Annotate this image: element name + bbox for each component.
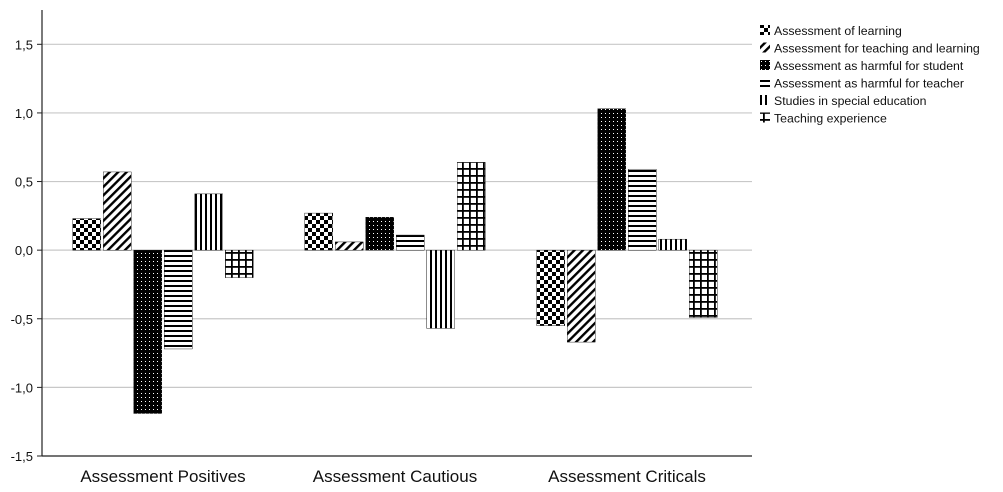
legend-label: Teaching experience bbox=[774, 112, 887, 126]
y-tick-label: -0,5 bbox=[11, 312, 33, 327]
bar-2-2 bbox=[597, 108, 626, 251]
x-category-label: Assessment Positives bbox=[80, 467, 245, 486]
bar-1-5 bbox=[457, 162, 486, 251]
y-tick-label: 0,0 bbox=[15, 243, 33, 258]
legend-label: Assessment as harmful for student bbox=[774, 59, 964, 73]
bar-0-4 bbox=[194, 193, 223, 251]
y-tick-label: 0,5 bbox=[15, 175, 33, 190]
axes bbox=[41, 10, 752, 457]
bar-1-4 bbox=[426, 249, 455, 329]
bar-1-0 bbox=[304, 212, 333, 251]
legend-label: Assessment for teaching and learning bbox=[774, 42, 980, 56]
legend-label: Studies in special education bbox=[774, 94, 927, 108]
y-tick-label: 1,0 bbox=[15, 106, 33, 121]
y-tick-label: -1,0 bbox=[11, 380, 33, 395]
legend-label: Assessment of learning bbox=[774, 24, 902, 38]
bar-0-3 bbox=[164, 249, 193, 350]
legend-swatch bbox=[760, 112, 770, 123]
legend: Assessment of learning Assessment for tea… bbox=[760, 24, 980, 126]
bar-2-5 bbox=[689, 249, 718, 318]
bar-0-5 bbox=[225, 249, 254, 278]
legend-swatch bbox=[760, 25, 770, 35]
bar-1-3 bbox=[396, 234, 425, 251]
y-axis-ticks: 1,5 1,0 0,5 0,0 -0,5 -1,0 -1,5 bbox=[11, 37, 42, 464]
bar-2-3 bbox=[628, 168, 657, 251]
bar-1-1 bbox=[335, 241, 364, 251]
x-category-label: Assessment Criticals bbox=[548, 467, 706, 486]
bar-2-4 bbox=[658, 238, 687, 251]
bar-2-1 bbox=[567, 249, 596, 343]
bar-1-2 bbox=[365, 217, 394, 251]
bar-0-2 bbox=[133, 249, 162, 414]
legend-swatch bbox=[760, 42, 770, 53]
legend-label: Assessment as harmful for teacher bbox=[774, 77, 964, 91]
y-tick-label: -1,5 bbox=[11, 449, 33, 464]
x-category-label: Assessment Cautious bbox=[313, 467, 477, 486]
bar-2-0 bbox=[536, 249, 565, 326]
legend-swatch bbox=[760, 60, 770, 70]
legend-swatch bbox=[760, 77, 770, 88]
x-axis-labels: Assessment Positives Assessment Cautious A… bbox=[80, 467, 706, 486]
y-tick-label: 1,5 bbox=[15, 37, 33, 52]
bars bbox=[72, 108, 718, 414]
bar-0-0 bbox=[72, 218, 101, 251]
legend-swatch bbox=[760, 95, 770, 105]
bar-0-1 bbox=[103, 171, 132, 251]
